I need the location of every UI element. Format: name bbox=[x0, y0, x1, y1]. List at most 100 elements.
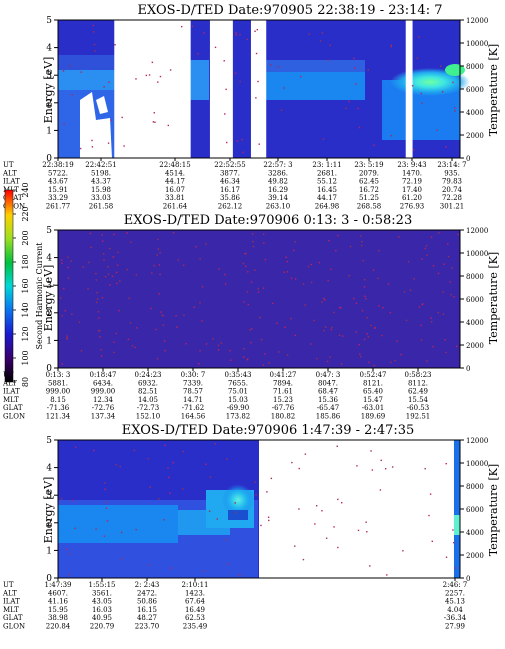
orbit-cell: 189.69 bbox=[361, 413, 386, 421]
noise-dot bbox=[152, 121, 155, 123]
noise-dot bbox=[96, 301, 98, 304]
noise-dot bbox=[66, 337, 69, 339]
noise-dot bbox=[114, 44, 116, 46]
noise-dot bbox=[341, 501, 343, 504]
orbit-cell: 16.17 bbox=[220, 186, 240, 194]
orbit-cell: 75.01 bbox=[228, 388, 248, 396]
noise-dot bbox=[135, 528, 137, 531]
noise-dot bbox=[220, 342, 223, 344]
noise-dot bbox=[167, 476, 170, 479]
orbit-row-label: GLON bbox=[3, 203, 25, 211]
noise-dot bbox=[99, 330, 101, 332]
orbit-cell: 0:24:23 bbox=[135, 371, 162, 379]
panel-2: EXOS-D/TED Date:970906 0:13: 3 - 0:58:23… bbox=[2, 213, 500, 421]
colorbar-ticks: 80 100 120 140 160 180 200 220 240 bbox=[13, 182, 30, 387]
orbit-cell: -36.34 bbox=[444, 614, 467, 622]
y2-tick-label: 4000 bbox=[466, 529, 484, 537]
noise-dot bbox=[71, 313, 73, 316]
noise-dot bbox=[156, 254, 158, 256]
y2-tick-label: 10000 bbox=[466, 460, 488, 468]
noise-dot bbox=[330, 328, 332, 331]
noise-dot bbox=[159, 273, 161, 276]
orbit-cell: 268.58 bbox=[357, 203, 382, 211]
noise-dot bbox=[304, 453, 307, 455]
orbit-cell: -71.36 bbox=[47, 404, 70, 412]
noise-dot bbox=[324, 326, 327, 328]
noise-dot bbox=[170, 567, 173, 569]
noise-dot bbox=[361, 240, 363, 243]
orbit-cell: 7655. bbox=[228, 379, 248, 387]
orbit-cell: 61.20 bbox=[402, 194, 422, 202]
noise-dot bbox=[254, 30, 256, 32]
panel-1-orbit-table: UTALTILATMLTGLATGLON22:38:195722.43.6715… bbox=[2, 158, 467, 211]
noise-dot bbox=[286, 354, 289, 356]
noise-dot bbox=[328, 240, 330, 242]
noise-dot bbox=[162, 315, 164, 317]
orbit-cell: 23: 1:11 bbox=[312, 161, 341, 169]
noise-dot bbox=[177, 259, 180, 261]
noise-dot bbox=[310, 263, 312, 266]
noise-dot bbox=[402, 550, 404, 552]
noise-dot bbox=[389, 311, 392, 314]
noise-dot bbox=[153, 112, 155, 114]
panel-3-band-early bbox=[58, 505, 178, 543]
noise-dot bbox=[91, 146, 94, 148]
noise-dot bbox=[255, 52, 258, 55]
noise-dot bbox=[304, 304, 306, 306]
noise-dot bbox=[68, 574, 70, 576]
noise-dot bbox=[403, 291, 406, 293]
noise-dot bbox=[262, 287, 265, 289]
panel-3-y-label: Energy [eV] bbox=[42, 477, 55, 544]
noise-dot bbox=[63, 287, 65, 290]
noise-dot bbox=[99, 336, 101, 338]
noise-dot bbox=[280, 109, 283, 111]
noise-dot bbox=[373, 364, 375, 367]
noise-dot bbox=[377, 277, 379, 280]
noise-dot bbox=[201, 286, 204, 288]
y-tick-label: 1 bbox=[46, 336, 52, 346]
noise-dot bbox=[336, 445, 338, 447]
y-tick-label: 4 bbox=[46, 254, 52, 264]
orbit-cell: 1:47:39 bbox=[45, 581, 72, 589]
noise-dot bbox=[156, 358, 159, 360]
noise-dot bbox=[241, 138, 243, 141]
noise-dot bbox=[374, 326, 376, 329]
orbit-cell: 3877. bbox=[220, 169, 240, 177]
noise-dot bbox=[338, 334, 341, 337]
orbit-cell: 43.67 bbox=[48, 178, 68, 186]
orbit-cell: 0:58:23 bbox=[405, 371, 432, 379]
noise-dot bbox=[314, 523, 316, 525]
orbit-cell: -63.01 bbox=[362, 404, 384, 412]
noise-dot bbox=[444, 339, 446, 341]
noise-dot bbox=[104, 488, 106, 490]
noise-dot bbox=[365, 298, 367, 300]
noise-dot bbox=[100, 349, 102, 351]
panel-1-title: EXOS-D/TED Date:970905 22:38:19 - 23:14:… bbox=[138, 3, 443, 18]
orbit-cell: 17.40 bbox=[402, 186, 422, 194]
noise-dot bbox=[117, 264, 119, 266]
noise-dot bbox=[98, 317, 100, 319]
noise-dot bbox=[453, 107, 456, 109]
noise-dot bbox=[67, 277, 70, 279]
orbit-cell: 4514. bbox=[165, 169, 185, 177]
orbit-cell: 16.15 bbox=[137, 606, 157, 614]
orbit-cell: 7339. bbox=[183, 379, 203, 387]
noise-dot bbox=[421, 258, 423, 260]
orbit-cell: 72.19 bbox=[402, 178, 422, 186]
noise-dot bbox=[158, 293, 160, 295]
y-tick-label: 2 bbox=[46, 309, 52, 319]
noise-dot bbox=[197, 53, 199, 55]
noise-dot bbox=[313, 319, 315, 322]
noise-dot bbox=[291, 461, 293, 464]
noise-dot bbox=[449, 281, 452, 283]
orbit-cell: 35.86 bbox=[220, 194, 241, 202]
noise-dot bbox=[271, 302, 274, 305]
y-tick-label: 3 bbox=[46, 71, 52, 81]
orbit-cell: 0:47: 3 bbox=[316, 371, 341, 379]
noise-dot bbox=[120, 531, 123, 534]
orbit-row-label: MLT bbox=[3, 396, 19, 404]
noise-dot bbox=[129, 322, 132, 324]
noise-dot bbox=[67, 266, 69, 269]
noise-dot bbox=[367, 336, 370, 338]
orbit-row-label: ILAT bbox=[3, 178, 20, 186]
